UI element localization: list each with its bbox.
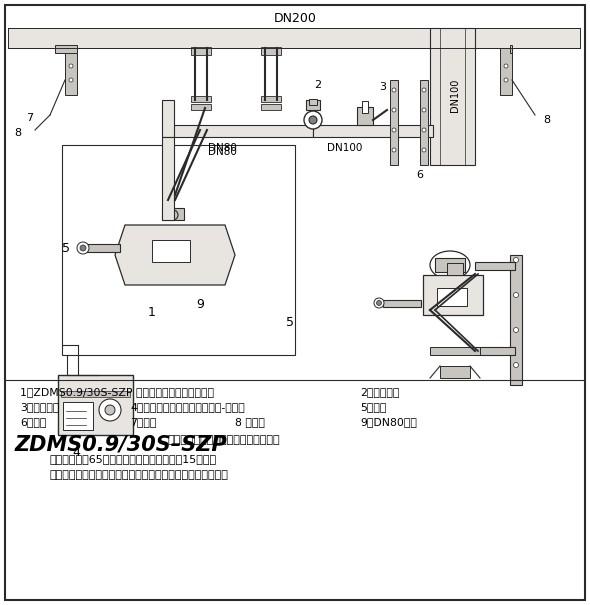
Circle shape <box>77 242 89 254</box>
Circle shape <box>513 362 519 367</box>
Text: 2、电动蝶阀: 2、电动蝶阀 <box>360 387 399 397</box>
Bar <box>191 104 211 110</box>
Text: 5、导线: 5、导线 <box>360 402 386 412</box>
Text: 5: 5 <box>286 315 294 329</box>
Bar <box>447 263 463 275</box>
Text: 1: 1 <box>148 307 156 319</box>
Text: 5: 5 <box>62 241 70 255</box>
Bar <box>63 402 93 430</box>
Circle shape <box>513 292 519 298</box>
Circle shape <box>422 108 426 112</box>
Bar <box>61 391 130 397</box>
Bar <box>261 47 281 55</box>
Bar <box>191 96 211 102</box>
Text: 2: 2 <box>314 80 322 90</box>
Ellipse shape <box>430 251 470 279</box>
Bar <box>162 137 174 220</box>
Circle shape <box>392 148 396 152</box>
Circle shape <box>422 148 426 152</box>
Text: 6: 6 <box>417 170 424 180</box>
Bar <box>165 125 313 137</box>
Circle shape <box>168 210 178 220</box>
Circle shape <box>304 111 322 129</box>
Text: ZDMS0.9/30S–SZP: ZDMS0.9/30S–SZP <box>15 435 228 455</box>
Bar <box>510 45 512 53</box>
Bar <box>437 288 467 306</box>
Bar <box>162 208 184 220</box>
Bar <box>8 28 580 48</box>
Polygon shape <box>115 225 235 285</box>
Bar <box>85 244 120 252</box>
Bar <box>420 80 428 165</box>
Circle shape <box>105 405 115 415</box>
Text: 距离不得小于65公分距离天棚吸顶不得小于15公分。: 距离不得小于65公分距离天棚吸顶不得小于15公分。 <box>50 454 217 464</box>
Bar <box>306 100 320 110</box>
Text: DN80: DN80 <box>208 143 237 153</box>
Text: DN200: DN200 <box>274 11 316 24</box>
Bar <box>475 347 515 355</box>
Bar <box>383 300 421 307</box>
Text: 8 、支架: 8 、支架 <box>235 417 265 427</box>
Bar <box>430 28 475 165</box>
Bar <box>362 101 368 113</box>
Bar <box>430 347 480 355</box>
Circle shape <box>504 64 508 68</box>
Bar <box>55 45 77 53</box>
Text: 7、主管: 7、主管 <box>130 417 156 427</box>
Circle shape <box>69 78 73 82</box>
Bar <box>435 258 465 272</box>
Text: 水炮安装方向对着墙面或柱子及炮头保护区的背对方向安装。: 水炮安装方向对着墙面或柱子及炮头保护区的背对方向安装。 <box>50 470 229 480</box>
Circle shape <box>513 327 519 333</box>
Bar <box>357 107 373 125</box>
Bar <box>423 275 483 315</box>
Bar <box>191 47 211 55</box>
Circle shape <box>392 108 396 112</box>
Circle shape <box>376 301 382 306</box>
Circle shape <box>99 399 121 421</box>
Circle shape <box>309 116 317 124</box>
Bar <box>58 375 133 435</box>
Circle shape <box>504 78 508 82</box>
Circle shape <box>422 88 426 92</box>
Bar <box>152 240 190 262</box>
Text: DN100: DN100 <box>327 143 363 153</box>
Bar <box>510 255 522 385</box>
Text: 型自动跟踪定位射流火火装置墙壁安装: 型自动跟踪定位射流火火装置墙壁安装 <box>168 435 281 445</box>
Bar <box>313 125 433 137</box>
Bar <box>500 48 512 95</box>
Text: DN100: DN100 <box>450 78 460 112</box>
Circle shape <box>513 258 519 263</box>
Text: 3: 3 <box>379 82 386 92</box>
Text: 4: 4 <box>72 446 80 460</box>
Text: 6、支管: 6、支管 <box>20 417 47 427</box>
Text: 1、ZDMS0.9/30S-SZP 自动跟踪定位射流火火装置: 1、ZDMS0.9/30S-SZP 自动跟踪定位射流火火装置 <box>20 387 214 397</box>
Text: 9、DN80法兰: 9、DN80法兰 <box>360 417 417 427</box>
Text: 8: 8 <box>14 128 22 138</box>
Bar <box>62 145 295 355</box>
Text: 7: 7 <box>27 113 34 123</box>
Bar <box>65 48 77 95</box>
Circle shape <box>80 245 86 251</box>
Bar <box>261 96 281 102</box>
Bar <box>440 366 470 378</box>
Circle shape <box>69 64 73 68</box>
Text: 4、现场编码控制器（安装距地-米五）: 4、现场编码控制器（安装距地-米五） <box>130 402 245 412</box>
Text: 3、手动蝶阀: 3、手动蝶阀 <box>20 402 60 412</box>
Bar <box>475 262 515 270</box>
Text: DN80: DN80 <box>208 147 237 157</box>
Bar <box>162 100 174 137</box>
Bar <box>390 80 398 165</box>
Bar <box>309 99 317 105</box>
Text: 8: 8 <box>543 115 550 125</box>
Bar <box>261 104 281 110</box>
Text: 9: 9 <box>196 298 204 312</box>
Circle shape <box>392 88 396 92</box>
Circle shape <box>392 128 396 132</box>
Circle shape <box>422 128 426 132</box>
Circle shape <box>374 298 384 308</box>
